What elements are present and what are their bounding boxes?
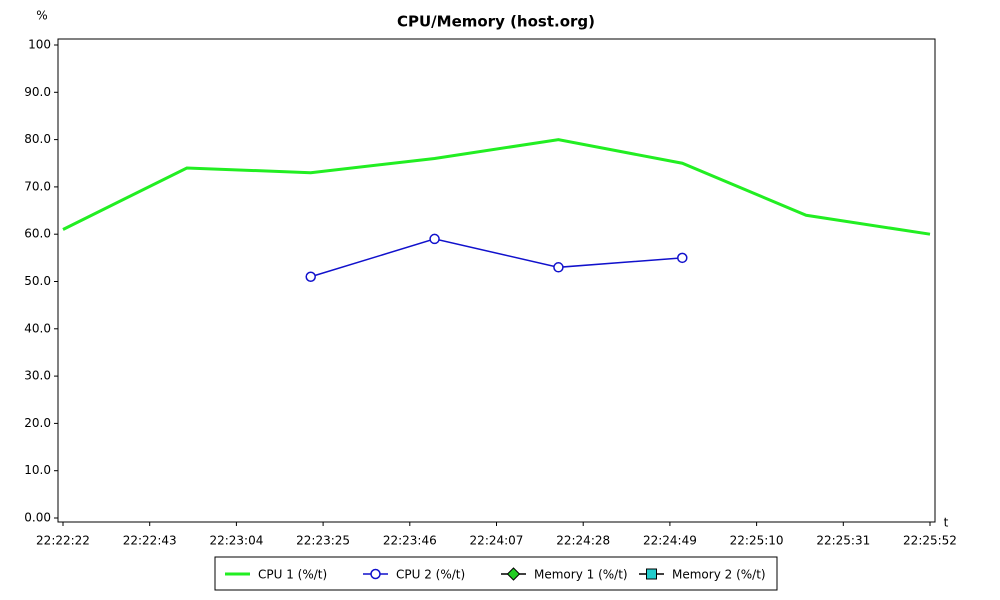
y-axis-label: % — [36, 9, 47, 23]
legend — [214, 556, 778, 591]
x-tick-label: 22:24:28 — [556, 534, 610, 548]
point — [677, 252, 688, 264]
point — [305, 271, 316, 283]
series-line — [62, 138, 931, 236]
x-tick-label: 22:24:49 — [643, 534, 697, 548]
x-tick-label: 22:25:31 — [816, 534, 870, 548]
y-tick-label: 50.0 — [24, 274, 51, 288]
x-tick-label: 22:23:04 — [209, 534, 263, 548]
legend-marker — [506, 567, 521, 581]
y-tick-label: 90.0 — [24, 85, 51, 99]
x-tick-label: 22:23:25 — [296, 534, 350, 548]
x-tick-label: 22:25:52 — [903, 534, 957, 548]
plot-frame — [57, 38, 936, 523]
legend-label: Memory 2 (%/t) — [672, 568, 766, 582]
legend-label: CPU 1 (%/t) — [258, 568, 327, 582]
y-tick-label: 0.00 — [24, 511, 51, 525]
x-tick-label: 22:22:43 — [123, 534, 177, 548]
x-tick-label: 22:24:07 — [470, 534, 524, 548]
y-tick-label: 100 — [28, 38, 51, 52]
y-tick-label: 10.0 — [24, 463, 51, 477]
x-tick-label: 22:23:46 — [383, 534, 437, 548]
y-tick-label: 80.0 — [24, 132, 51, 146]
y-tick-label: 60.0 — [24, 227, 51, 241]
legend-label: Memory 1 (%/t) — [534, 568, 628, 582]
series-line — [310, 238, 683, 278]
y-tick-label: 40.0 — [24, 321, 51, 335]
chart-title: CPU/Memory (host.org) — [397, 13, 595, 31]
x-tick-label: 22:22:22 — [36, 534, 90, 548]
legend-label: CPU 2 (%/t) — [396, 568, 465, 582]
point — [553, 262, 564, 273]
y-tick-label: 30.0 — [24, 369, 51, 383]
legend-marker — [370, 568, 381, 580]
y-tick-label: 70.0 — [24, 179, 51, 193]
point — [429, 233, 440, 245]
legend-marker — [646, 568, 657, 580]
x-axis-label: t — [944, 516, 949, 530]
x-tick-label: 22:25:10 — [730, 534, 784, 548]
y-tick-label: 20.0 — [24, 416, 51, 430]
